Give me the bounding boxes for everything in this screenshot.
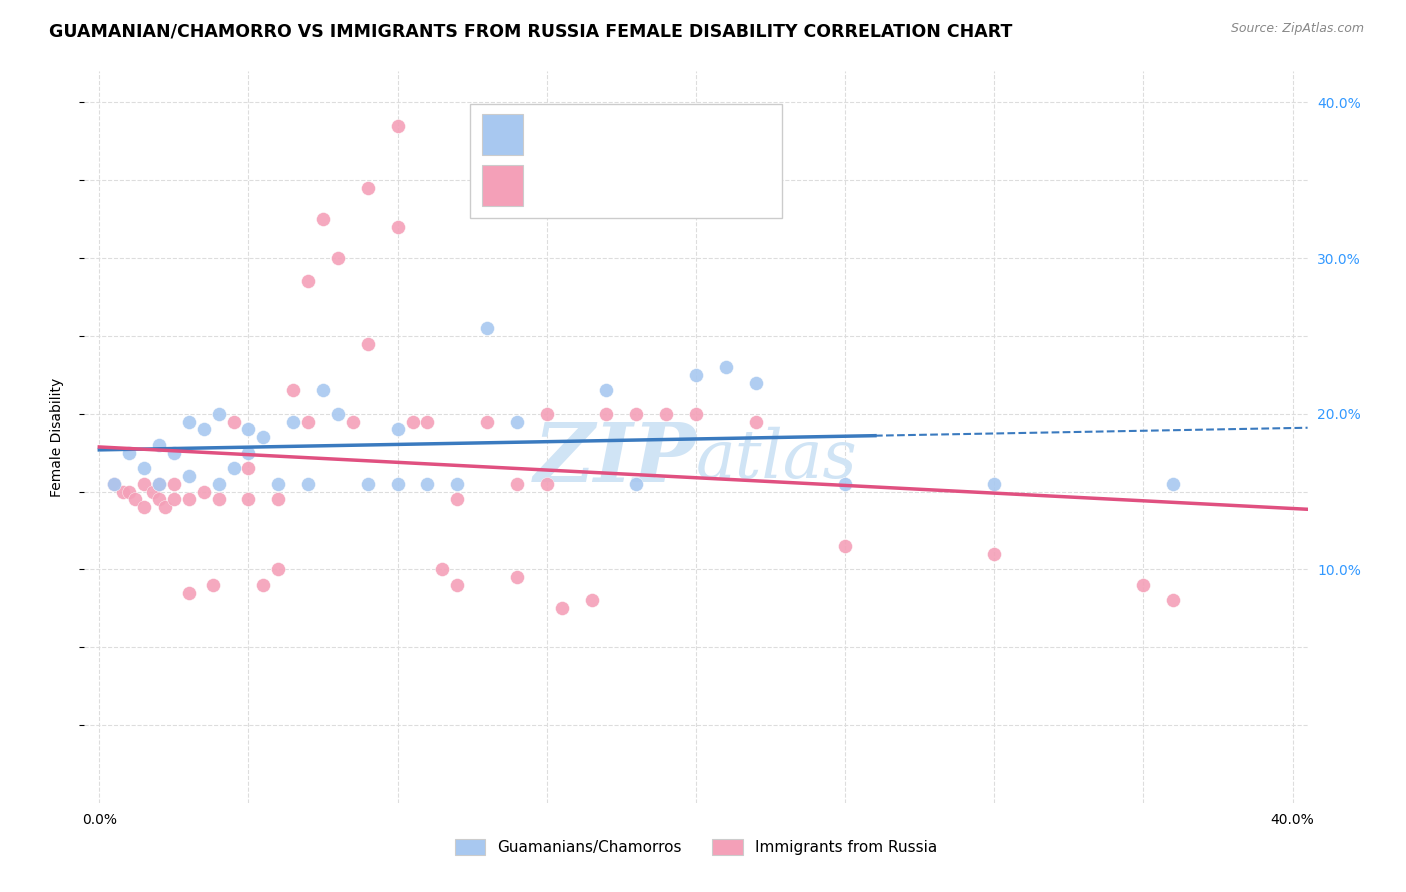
Legend: Guamanians/Chamorros, Immigrants from Russia: Guamanians/Chamorros, Immigrants from Ru… <box>449 833 943 861</box>
Point <box>446 492 468 507</box>
Point <box>312 384 335 398</box>
Point <box>416 476 439 491</box>
Text: ZIP: ZIP <box>533 419 696 499</box>
Point <box>252 430 274 444</box>
Point <box>238 445 260 459</box>
Point <box>685 368 707 382</box>
Point <box>118 484 141 499</box>
Point <box>744 415 766 429</box>
Text: GUAMANIAN/CHAMORRO VS IMMIGRANTS FROM RUSSIA FEMALE DISABILITY CORRELATION CHART: GUAMANIAN/CHAMORRO VS IMMIGRANTS FROM RU… <box>49 22 1012 40</box>
Point <box>357 181 380 195</box>
Point <box>177 469 200 483</box>
Text: Source: ZipAtlas.com: Source: ZipAtlas.com <box>1230 22 1364 36</box>
Point <box>297 275 319 289</box>
Point <box>297 476 319 491</box>
Point <box>163 492 186 507</box>
Point <box>103 476 125 491</box>
Point <box>283 415 305 429</box>
Point <box>416 415 439 429</box>
Point <box>595 384 617 398</box>
Point <box>132 461 155 475</box>
Point <box>506 415 529 429</box>
Point <box>148 476 170 491</box>
Point <box>685 407 707 421</box>
Point <box>148 492 170 507</box>
Point <box>983 476 1005 491</box>
Point <box>506 570 529 584</box>
Point <box>238 422 260 436</box>
Point <box>834 476 856 491</box>
Point <box>326 251 349 265</box>
Point <box>132 476 155 491</box>
Point <box>222 461 245 475</box>
Point <box>387 219 409 234</box>
Point <box>252 578 274 592</box>
Point <box>267 562 290 576</box>
Point <box>148 476 170 491</box>
Point <box>112 484 135 499</box>
Point <box>387 476 409 491</box>
Point <box>207 476 229 491</box>
Point <box>342 415 364 429</box>
Point <box>581 593 603 607</box>
Point <box>153 500 176 515</box>
Point <box>238 492 260 507</box>
Point <box>142 484 165 499</box>
Point <box>177 585 200 599</box>
Point <box>1132 578 1154 592</box>
Point <box>475 321 498 335</box>
Point <box>983 547 1005 561</box>
Point <box>387 119 409 133</box>
Point <box>193 484 215 499</box>
Point <box>312 212 335 227</box>
Point <box>326 407 349 421</box>
Point <box>1163 476 1185 491</box>
Point <box>446 476 468 491</box>
Point <box>551 601 574 615</box>
Point <box>283 384 305 398</box>
Y-axis label: Female Disability: Female Disability <box>49 377 63 497</box>
Point <box>432 562 454 576</box>
Point <box>536 407 558 421</box>
Text: atlas: atlas <box>696 426 858 491</box>
Point <box>222 415 245 429</box>
Point <box>744 376 766 390</box>
Point <box>475 415 498 429</box>
Point <box>357 336 380 351</box>
Point <box>401 415 423 429</box>
Point <box>132 500 155 515</box>
Point <box>238 461 260 475</box>
Point <box>148 438 170 452</box>
Point <box>626 407 648 421</box>
Point <box>506 476 529 491</box>
Point <box>387 422 409 436</box>
Point <box>297 415 319 429</box>
Point <box>163 476 186 491</box>
Point <box>201 578 224 592</box>
Point <box>267 476 290 491</box>
Point <box>207 407 229 421</box>
Point <box>103 476 125 491</box>
Point <box>267 492 290 507</box>
Point <box>177 415 200 429</box>
Point <box>163 445 186 459</box>
Point <box>177 492 200 507</box>
Point <box>118 445 141 459</box>
Point <box>626 476 648 491</box>
Point <box>1163 593 1185 607</box>
Point <box>834 539 856 553</box>
Point <box>655 407 678 421</box>
Point <box>446 578 468 592</box>
Point <box>536 476 558 491</box>
Point <box>357 476 380 491</box>
Point <box>595 407 617 421</box>
Point <box>207 492 229 507</box>
Point <box>714 359 737 374</box>
Point <box>193 422 215 436</box>
Point <box>124 492 146 507</box>
